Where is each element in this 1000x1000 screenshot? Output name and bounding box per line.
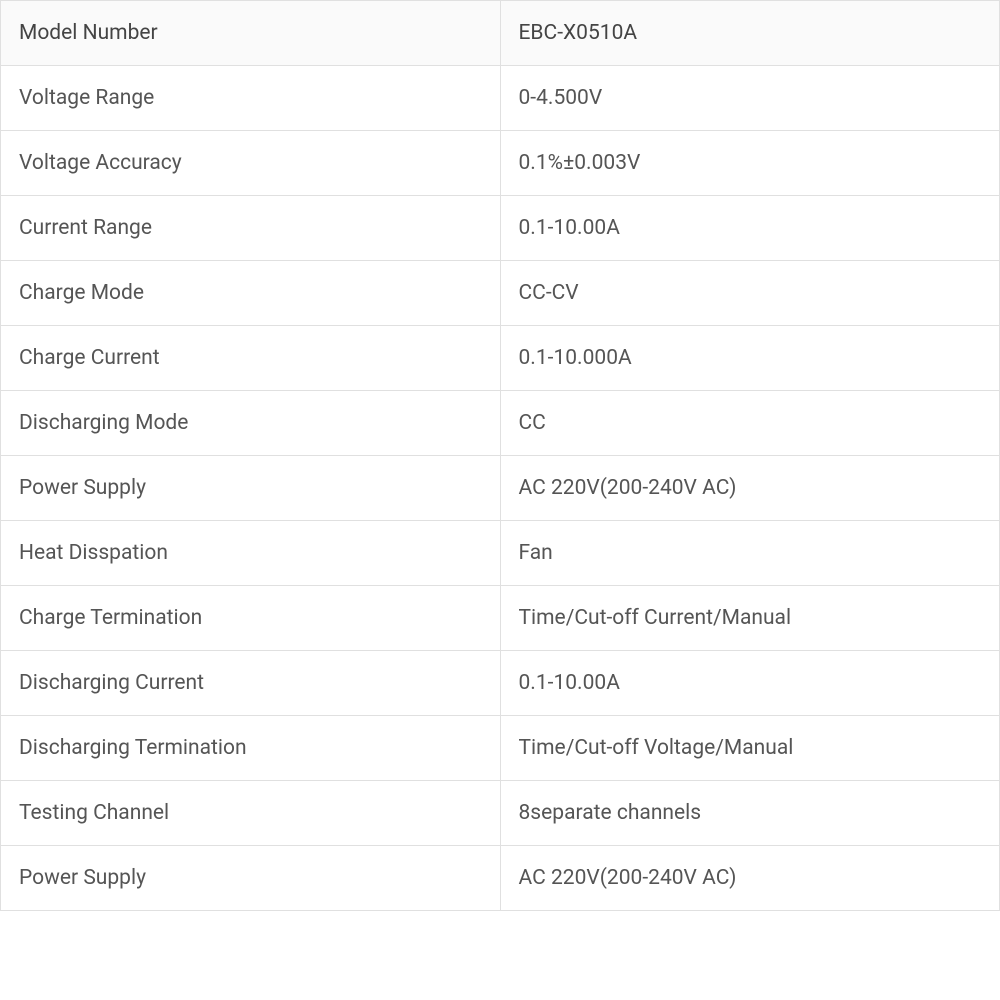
spec-label: Power Supply (1, 456, 501, 521)
spec-value: Time/Cut-off Voltage/Manual (500, 716, 1000, 781)
spec-value: CC-CV (500, 261, 1000, 326)
spec-label: Power Supply (1, 846, 501, 911)
table-row: Voltage Accuracy 0.1%±0.003V (1, 131, 1000, 196)
spec-label: Discharging Termination (1, 716, 501, 781)
spec-value: EBC-X0510A (500, 1, 1000, 66)
spec-label: Current Range (1, 196, 501, 261)
table-row: Heat Disspation Fan (1, 521, 1000, 586)
spec-label: Voltage Range (1, 66, 501, 131)
spec-value: AC 220V(200-240V AC) (500, 846, 1000, 911)
table-row: Testing Channel 8separate channels (1, 781, 1000, 846)
spec-value: 0.1-10.00A (500, 651, 1000, 716)
spec-value: AC 220V(200-240V AC) (500, 456, 1000, 521)
table-row: Power Supply AC 220V(200-240V AC) (1, 456, 1000, 521)
spec-label: Heat Disspation (1, 521, 501, 586)
spec-label: Charge Current (1, 326, 501, 391)
spec-value: Fan (500, 521, 1000, 586)
spec-table: Model Number EBC-X0510A Voltage Range 0-… (0, 0, 1000, 911)
table-row: Charge Termination Time/Cut-off Current/… (1, 586, 1000, 651)
table-row: Discharging Termination Time/Cut-off Vol… (1, 716, 1000, 781)
table-row: Charge Current 0.1-10.000A (1, 326, 1000, 391)
table-row: Power Supply AC 220V(200-240V AC) (1, 846, 1000, 911)
spec-label: Voltage Accuracy (1, 131, 501, 196)
spec-value: 8separate channels (500, 781, 1000, 846)
spec-label: Charge Termination (1, 586, 501, 651)
spec-label: Discharging Current (1, 651, 501, 716)
spec-value: 0.1-10.00A (500, 196, 1000, 261)
table-row: Voltage Range 0-4.500V (1, 66, 1000, 131)
spec-value: 0.1-10.000A (500, 326, 1000, 391)
spec-label: Discharging Mode (1, 391, 501, 456)
spec-label: Model Number (1, 1, 501, 66)
spec-value: Time/Cut-off Current/Manual (500, 586, 1000, 651)
spec-table-body: Model Number EBC-X0510A Voltage Range 0-… (1, 1, 1000, 911)
spec-label: Testing Channel (1, 781, 501, 846)
table-row: Charge Mode CC-CV (1, 261, 1000, 326)
spec-value: CC (500, 391, 1000, 456)
table-row: Discharging Current 0.1-10.00A (1, 651, 1000, 716)
table-row: Discharging Mode CC (1, 391, 1000, 456)
spec-value: 0-4.500V (500, 66, 1000, 131)
spec-label: Charge Mode (1, 261, 501, 326)
table-row: Model Number EBC-X0510A (1, 1, 1000, 66)
spec-value: 0.1%±0.003V (500, 131, 1000, 196)
table-row: Current Range 0.1-10.00A (1, 196, 1000, 261)
